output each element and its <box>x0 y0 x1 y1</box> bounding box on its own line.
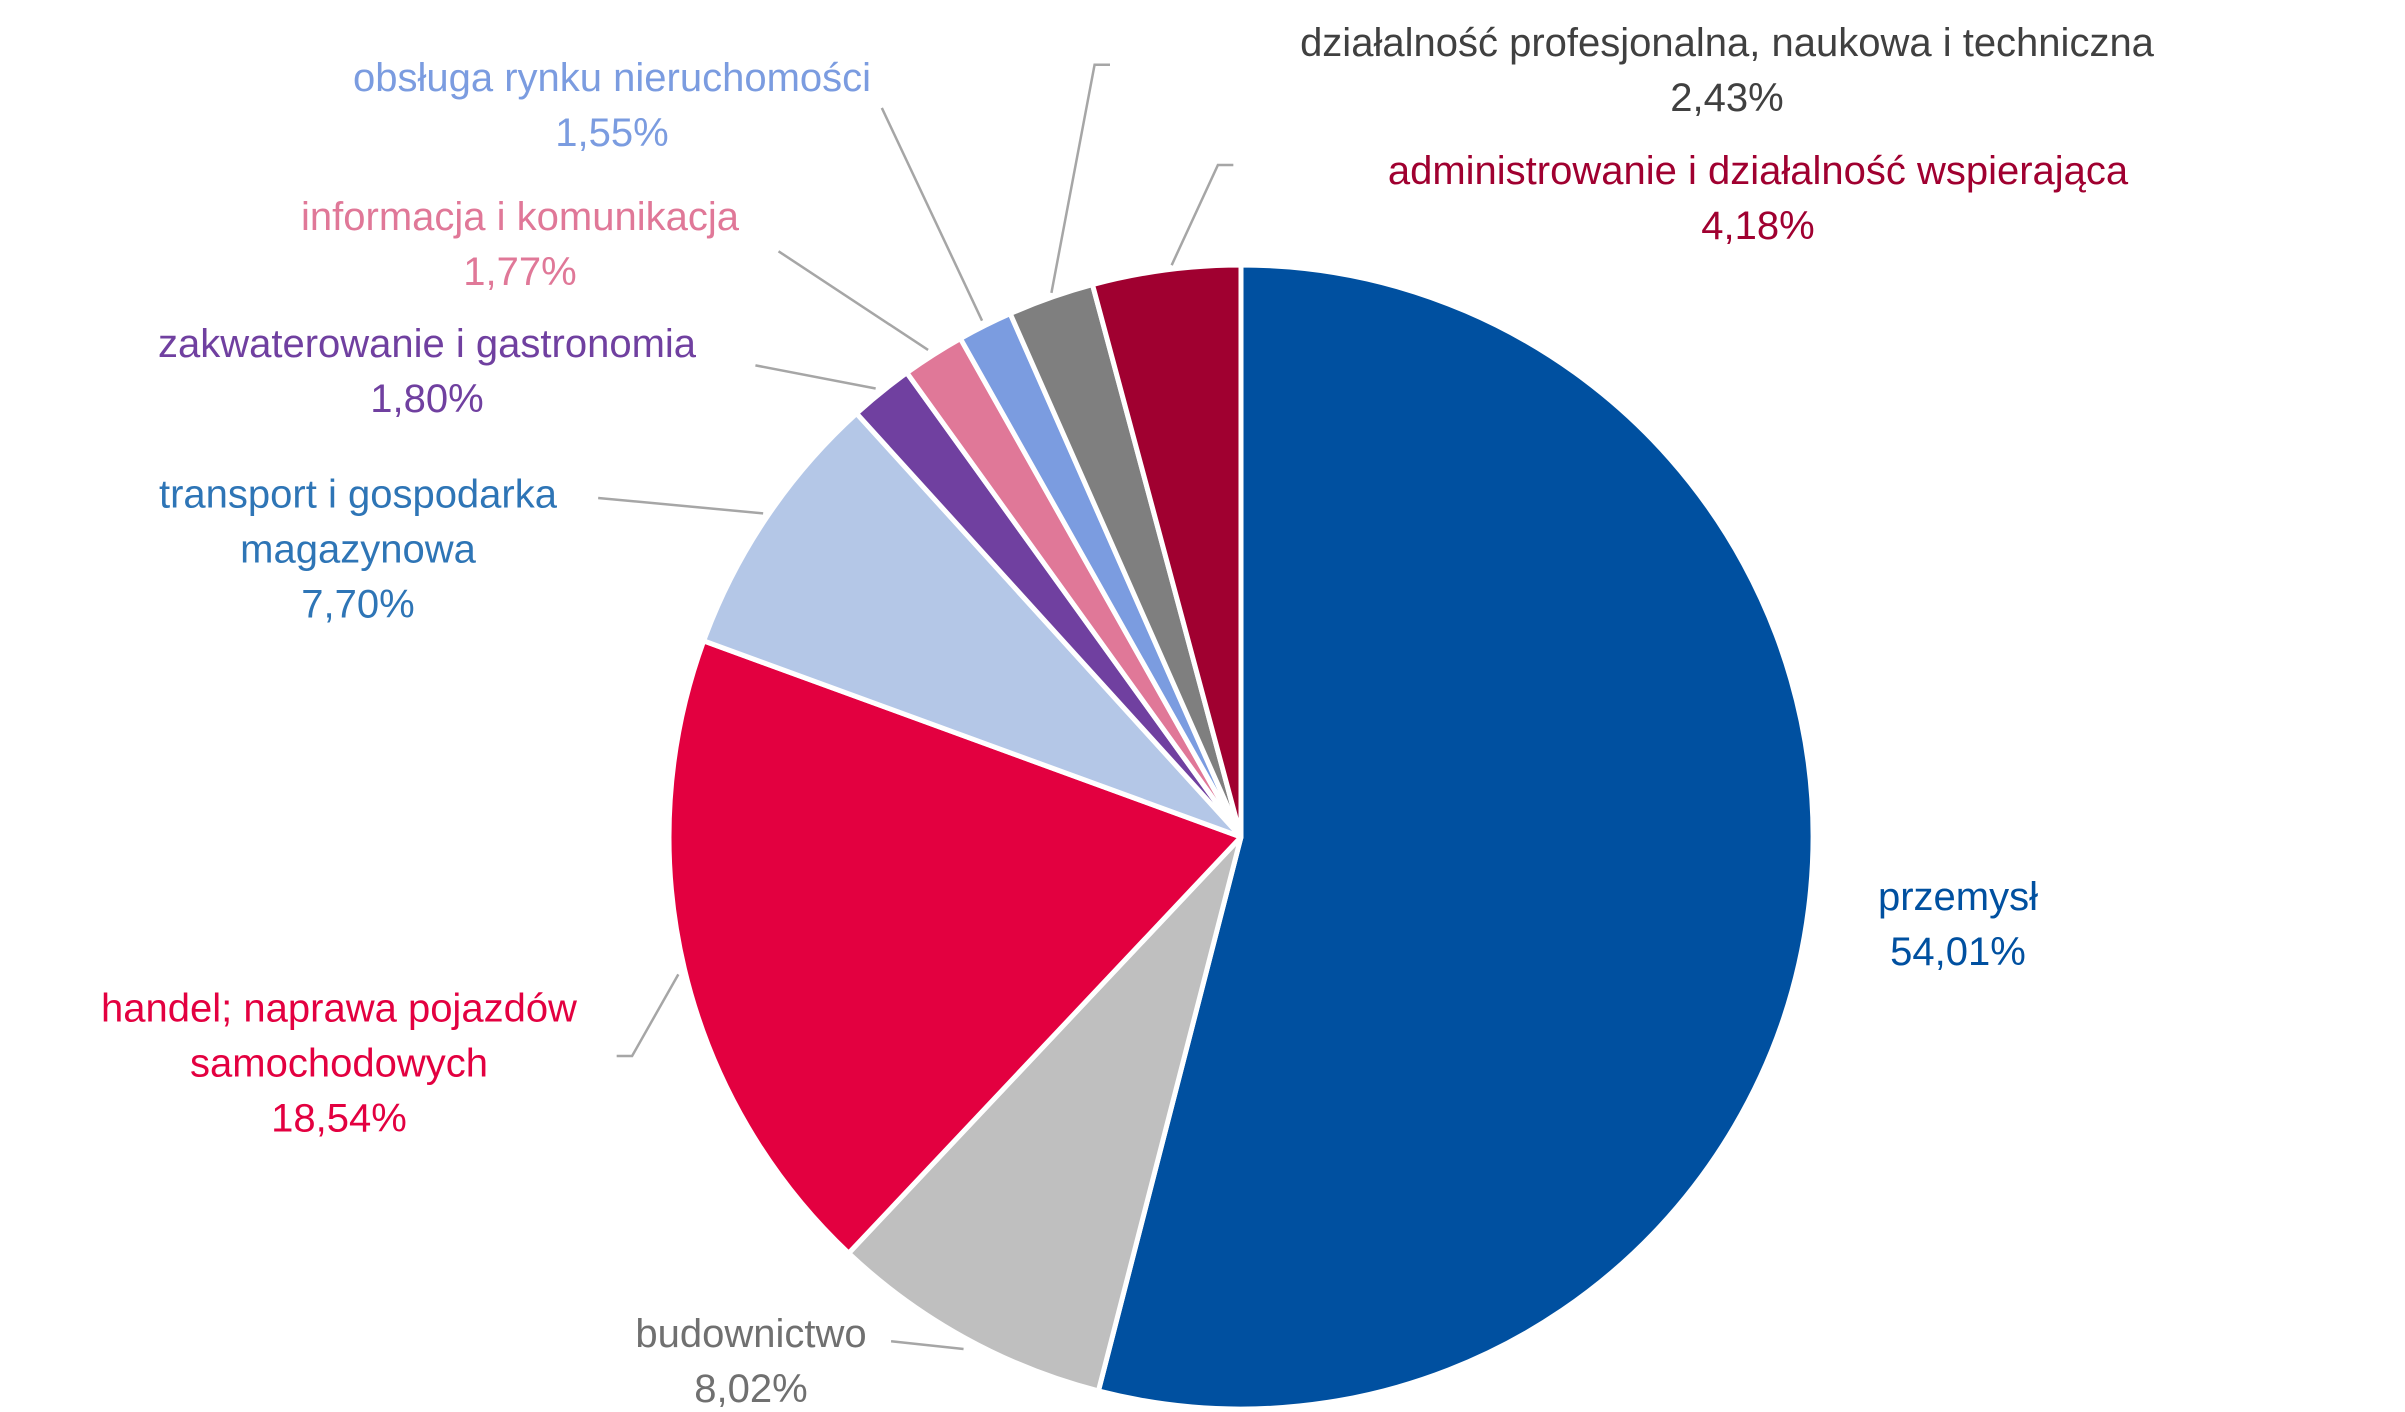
value-label: 2,43% <box>1670 76 1784 120</box>
value-label: 8,02% <box>694 1367 808 1411</box>
data-label: informacja i komunikacja 1,77% <box>301 190 739 300</box>
data-label: handel; naprawa pojazdów samochodowych 18… <box>59 982 619 1147</box>
value-label: 1,55% <box>555 111 669 155</box>
value-label: 4,18% <box>1701 204 1815 248</box>
data-label: budownictwo 8,02% <box>635 1307 866 1412</box>
category-label: informacja i komunikacja <box>301 195 739 239</box>
data-label: przemysł 54,01% <box>1878 870 2038 980</box>
leader-line <box>1170 163 1234 266</box>
leader-line <box>1050 63 1110 294</box>
category-label: zakwaterowanie i gastronomia <box>157 322 697 366</box>
data-label: administrowanie i działalność wspierając… <box>1388 144 2128 254</box>
category-label: handel; naprawa pojazdów samochodowych <box>101 986 577 1086</box>
data-label: transport i gospodarka magazynowa 7,70% <box>118 468 598 633</box>
leader-line <box>616 973 680 1058</box>
category-label: obsługa rynku nieruchomości <box>352 56 872 100</box>
pie-slice <box>1089 262 1244 840</box>
pie-slice <box>701 410 1244 840</box>
leader-line <box>880 107 984 322</box>
pie-slice <box>666 638 1244 1256</box>
value-label: 7,70% <box>301 582 415 627</box>
leader-line <box>755 364 876 390</box>
data-label: działalność profesjonalna, naukowa i tec… <box>1300 16 2154 126</box>
leader-line <box>777 250 929 352</box>
value-label: 54,01% <box>1890 930 2026 974</box>
pie-slice <box>846 834 1244 1394</box>
value-label: 1,77% <box>463 250 577 294</box>
leader-line <box>598 496 764 515</box>
value-label: 1,80% <box>370 377 484 421</box>
category-label: budownictwo <box>635 1312 867 1356</box>
category-label: transport i gospodarka magazynowa <box>158 472 557 572</box>
data-label: zakwaterowanie i gastronomia 1,80% <box>158 317 696 427</box>
category-label: przemysł <box>1877 875 2039 919</box>
leader-line <box>890 1340 964 1351</box>
data-label: obsługa rynku nieruchomości 1,55% <box>353 51 871 161</box>
pie-slice <box>1095 262 1816 1412</box>
value-label: 18,54% <box>271 1096 407 1141</box>
category-label: administrowanie i działalność wspierając… <box>1387 149 2129 193</box>
category-label: działalność profesjonalna, naukowa i tec… <box>1300 21 2154 65</box>
